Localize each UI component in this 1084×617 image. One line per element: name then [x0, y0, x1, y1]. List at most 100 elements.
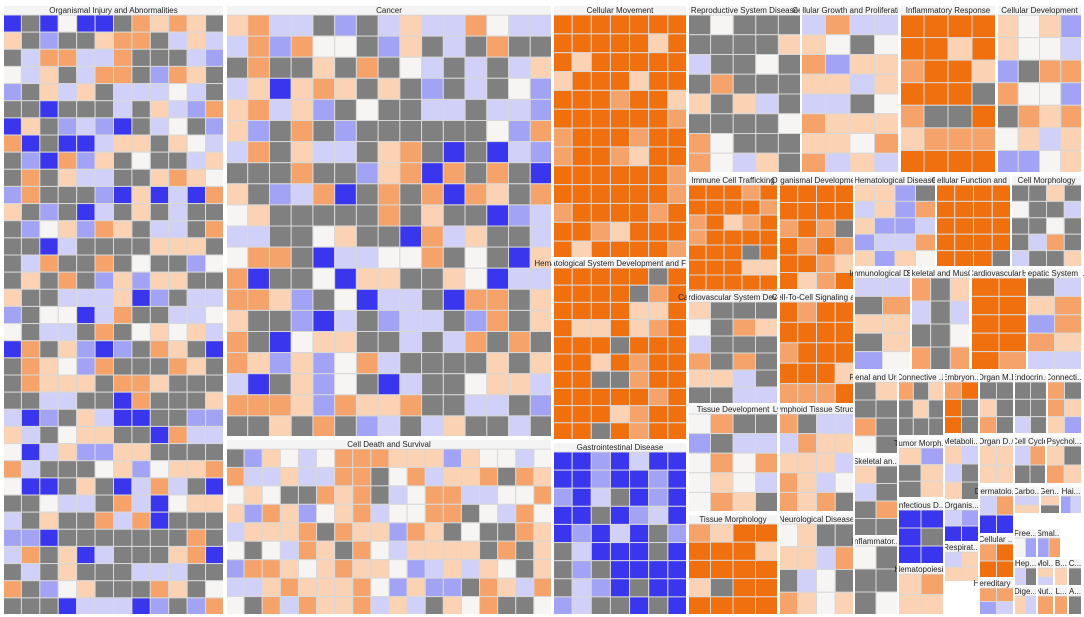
treemap-cell[interactable] [76, 288, 96, 307]
treemap-cell[interactable] [39, 237, 59, 256]
treemap-cell[interactable] [912, 417, 930, 437]
treemap-cell[interactable] [920, 545, 945, 565]
treemap-cell[interactable] [312, 77, 336, 100]
treemap-cell[interactable] [39, 323, 59, 342]
treemap-cell[interactable] [113, 134, 133, 153]
treemap-cell[interactable] [261, 503, 281, 524]
treemap-cell[interactable] [76, 305, 96, 325]
treemap-cell[interactable] [497, 596, 517, 616]
treemap-cell[interactable] [2, 117, 22, 136]
treemap-cell[interactable] [710, 433, 734, 454]
treemap-cell[interactable] [205, 83, 225, 102]
treemap-cell[interactable] [552, 560, 573, 580]
treemap-cell[interactable] [849, 73, 875, 95]
treemap-cell[interactable] [915, 200, 937, 219]
treemap-cell[interactable] [131, 203, 151, 222]
treemap-cell[interactable] [629, 336, 650, 355]
treemap-cell[interactable] [406, 466, 426, 487]
treemap-cell[interactable] [741, 199, 761, 216]
treemap-cell[interactable] [687, 335, 711, 354]
treemap-cell[interactable] [609, 353, 631, 372]
treemap-cell[interactable] [2, 511, 22, 530]
treemap-cell[interactable] [710, 34, 734, 55]
treemap-cell[interactable] [243, 596, 263, 616]
treemap-cell[interactable] [741, 229, 761, 246]
category-block[interactable]: Skeletal and Mus... [906, 267, 975, 371]
treemap-cell[interactable] [486, 56, 510, 79]
treemap-cell[interactable] [113, 408, 133, 427]
treemap-cell[interactable] [131, 528, 151, 547]
treemap-cell[interactable] [978, 495, 997, 516]
treemap-cell[interactable] [973, 200, 993, 219]
treemap-cell[interactable] [312, 141, 336, 164]
treemap-cell[interactable] [261, 559, 281, 579]
treemap-cell[interactable] [268, 204, 292, 227]
treemap-cell[interactable] [149, 477, 170, 496]
treemap-cell[interactable] [508, 77, 531, 100]
treemap-cell[interactable] [923, 14, 949, 39]
treemap-cell[interactable] [149, 528, 170, 547]
treemap-cell[interactable] [149, 117, 170, 136]
treemap-cell[interactable] [113, 494, 133, 513]
treemap-cell[interactable] [961, 398, 980, 418]
treemap-cell[interactable] [508, 141, 531, 164]
treemap-cell[interactable] [552, 451, 573, 471]
treemap-cell[interactable] [406, 596, 426, 616]
treemap-cell[interactable] [399, 14, 423, 37]
treemap-cell[interactable] [442, 14, 466, 37]
treemap-cell[interactable] [39, 65, 59, 85]
category-block[interactable]: Respirat... [943, 541, 980, 583]
treemap-cell[interactable] [996, 601, 1015, 616]
treemap-cell[interactable] [39, 48, 59, 67]
treemap-cell[interactable] [424, 485, 444, 505]
category-block[interactable]: Gastrointestinal Disease [552, 441, 688, 616]
treemap-cell[interactable] [247, 415, 270, 438]
treemap-cell[interactable] [113, 511, 133, 530]
treemap-cell[interactable] [57, 340, 78, 359]
treemap-cell[interactable] [590, 353, 611, 372]
treemap-cell[interactable] [571, 52, 592, 73]
treemap-cell[interactable] [552, 301, 573, 321]
treemap-cell[interactable] [687, 386, 711, 405]
treemap-cell[interactable] [149, 340, 170, 359]
treemap-cell[interactable] [334, 162, 357, 185]
treemap-cell[interactable] [629, 319, 650, 338]
treemap-cell[interactable] [316, 503, 336, 524]
treemap-cell[interactable] [57, 65, 78, 85]
treemap-cell[interactable] [20, 357, 41, 376]
treemap-cell[interactable] [609, 221, 631, 242]
treemap-cell[interactable] [39, 597, 59, 616]
treemap-cell[interactable] [533, 540, 553, 561]
treemap-cell[interactable] [149, 31, 170, 50]
category-block[interactable]: Cardiovascular ... [968, 267, 1030, 371]
treemap-cell[interactable] [377, 77, 401, 100]
treemap-cell[interactable] [247, 246, 270, 269]
treemap-cell[interactable] [297, 522, 318, 542]
treemap-cell[interactable] [710, 472, 734, 493]
treemap-cell[interactable] [279, 485, 299, 505]
treemap-cell[interactable] [205, 220, 225, 239]
treemap-cell[interactable] [755, 133, 779, 154]
treemap-cell[interactable] [168, 134, 188, 153]
category-block[interactable]: Infectious D... [897, 499, 946, 565]
treemap-cell[interactable] [290, 35, 314, 58]
treemap-cell[interactable] [399, 331, 423, 354]
treemap-cell[interactable] [930, 277, 951, 302]
treemap-cell[interactable] [648, 505, 669, 525]
treemap-cell[interactable] [442, 98, 466, 122]
treemap-cell[interactable] [1026, 495, 1041, 506]
treemap-cell[interactable] [312, 98, 336, 122]
treemap-cell[interactable] [247, 352, 270, 375]
treemap-cell[interactable] [923, 82, 949, 106]
treemap-cell[interactable] [76, 65, 96, 85]
treemap-cell[interactable] [590, 505, 611, 525]
treemap-cell[interactable] [609, 505, 631, 525]
treemap-cell[interactable] [442, 415, 466, 438]
treemap-cell[interactable] [609, 542, 631, 562]
treemap-cell[interactable] [399, 98, 423, 122]
treemap-cell[interactable] [388, 485, 408, 505]
treemap-cell[interactable] [57, 203, 78, 222]
treemap-cell[interactable] [261, 485, 281, 505]
treemap-cell[interactable] [279, 503, 299, 524]
treemap-cell[interactable] [710, 452, 734, 474]
